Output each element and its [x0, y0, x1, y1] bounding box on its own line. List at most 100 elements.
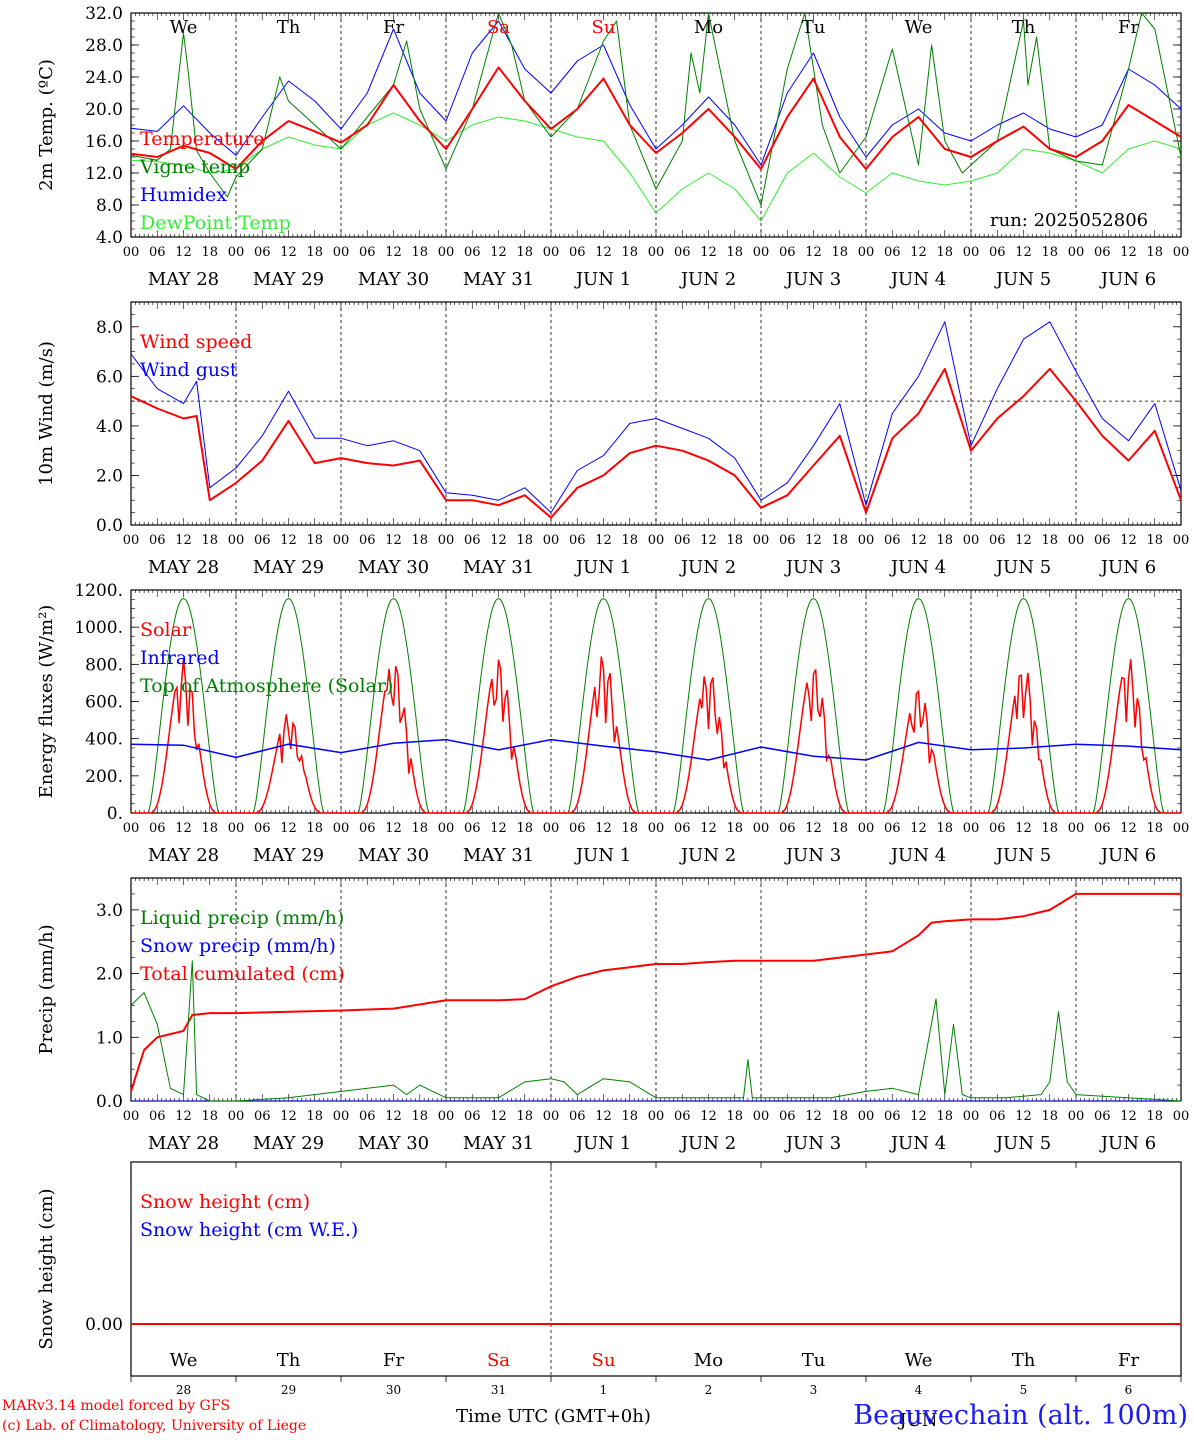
- hour-tick-label: 00: [753, 1109, 770, 1124]
- hour-tick-label: 12: [910, 533, 927, 548]
- date-label: JUN 1: [574, 845, 631, 866]
- hour-tick-label: 18: [411, 533, 428, 548]
- hour-tick-label: 18: [726, 821, 743, 836]
- hour-tick-label: 18: [726, 245, 743, 260]
- series-line-dewpoint-temp: [130, 112, 1182, 222]
- hour-tick-label: 00: [123, 245, 140, 260]
- hour-tick-label: 18: [306, 533, 323, 548]
- hour-tick-label: 00: [963, 821, 980, 836]
- day-of-week-label: Fr: [383, 17, 404, 38]
- date-label: MAY 29: [253, 557, 324, 578]
- hour-tick-label: 06: [359, 1109, 376, 1124]
- hour-tick-label: 00: [438, 1109, 455, 1124]
- legend-entry: DewPoint Temp: [140, 212, 291, 234]
- hour-tick-label: 18: [1146, 533, 1163, 548]
- date-label: MAY 28: [148, 269, 219, 290]
- hour-tick-label: 06: [359, 245, 376, 260]
- y-tick-label: 600.: [85, 693, 123, 713]
- hour-tick-label: 18: [306, 245, 323, 260]
- date-label: MAY 30: [358, 269, 429, 290]
- hour-tick-label: 00: [858, 533, 875, 548]
- hour-tick-label: 00: [543, 821, 560, 836]
- day-number-label: 3: [810, 1383, 818, 1397]
- hour-tick-label: 06: [674, 821, 691, 836]
- hour-tick-label: 18: [201, 245, 218, 260]
- hour-tick-label: 18: [726, 533, 743, 548]
- y-tick-label: 8.0: [96, 196, 123, 216]
- y-tick-label: 2.0: [96, 965, 123, 985]
- y-tick-label: 4.0: [96, 417, 123, 437]
- hour-tick-label: 00: [963, 245, 980, 260]
- hour-tick-label: 18: [516, 1109, 533, 1124]
- series-line-wind-speed: [130, 367, 1182, 519]
- date-label: MAY 30: [358, 1133, 429, 1154]
- hour-tick-label: 18: [936, 821, 953, 836]
- hour-tick-label: 12: [595, 821, 612, 836]
- hour-tick-label: 12: [805, 821, 822, 836]
- date-label: MAY 31: [463, 269, 534, 290]
- hour-tick-label: 06: [1094, 1109, 1111, 1124]
- hour-tick-label: 18: [306, 821, 323, 836]
- day-number-label: 4: [915, 1383, 923, 1397]
- series-line-vigne-temp: [130, 12, 1182, 206]
- day-of-week-label: Th: [1012, 17, 1036, 38]
- plot-frame: [130, 301, 1182, 526]
- date-label: JUN 2: [679, 557, 736, 578]
- series-line-liquid-precip-mm-h: [130, 960, 1182, 1102]
- date-label: JUN 5: [994, 1133, 1051, 1154]
- hour-tick-label: 06: [989, 821, 1006, 836]
- day-of-week-label: Th: [277, 1350, 301, 1371]
- date-label: JUN 1: [574, 1133, 631, 1154]
- hour-tick-label: 00: [123, 533, 140, 548]
- hour-tick-label: 18: [1146, 245, 1163, 260]
- day-of-week-label: Tu: [802, 1350, 826, 1371]
- hour-tick-label: 12: [1015, 821, 1032, 836]
- hour-tick-label: 18: [201, 533, 218, 548]
- day-of-week-label: Mo: [694, 17, 723, 38]
- date-label: JUN 5: [994, 269, 1051, 290]
- hour-tick-label: 12: [280, 245, 297, 260]
- plot-frame: [130, 589, 1182, 814]
- day-number-label: 2: [705, 1383, 713, 1397]
- hour-tick-label: 18: [201, 821, 218, 836]
- date-label: MAY 31: [463, 557, 534, 578]
- hour-tick-label: 12: [490, 821, 507, 836]
- hour-tick-label: 18: [306, 1109, 323, 1124]
- hour-tick-label: 12: [175, 245, 192, 260]
- day-of-week-label: Fr: [1118, 17, 1139, 38]
- date-label: JUN 5: [994, 845, 1051, 866]
- hour-tick-label: 06: [1094, 245, 1111, 260]
- hour-tick-label: 00: [543, 245, 560, 260]
- series-line-wind-gust: [130, 321, 1182, 514]
- hour-tick-label: 00: [1173, 821, 1190, 836]
- hour-tick-label: 06: [569, 245, 586, 260]
- day-number-label: 1: [600, 1383, 608, 1397]
- day-of-week-label: Sa: [487, 17, 510, 38]
- credit-line-2: (c) Lab. of Climatology, University of L…: [2, 1418, 307, 1434]
- hour-tick-label: 06: [149, 245, 166, 260]
- hour-tick-label: 00: [438, 821, 455, 836]
- hour-tick-label: 18: [201, 1109, 218, 1124]
- date-label: JUN 4: [889, 557, 946, 578]
- date-label: MAY 28: [148, 845, 219, 866]
- hour-tick-label: 12: [595, 1109, 612, 1124]
- hour-tick-label: 06: [1094, 821, 1111, 836]
- hour-tick-label: 00: [648, 1109, 665, 1124]
- series-line-temperature: [130, 66, 1182, 170]
- y-tick-label: 20.0: [85, 100, 123, 120]
- day-number-label: 31: [491, 1383, 506, 1397]
- legend-entry: Snow height (cm W.E.): [140, 1219, 358, 1241]
- day-of-week-label: Th: [277, 17, 301, 38]
- hour-tick-label: 06: [359, 533, 376, 548]
- hour-tick-label: 18: [516, 245, 533, 260]
- date-label: JUN 6: [1099, 557, 1156, 578]
- hour-tick-label: 00: [228, 1109, 245, 1124]
- hour-tick-label: 12: [175, 821, 192, 836]
- hour-tick-label: 00: [228, 821, 245, 836]
- series-line-solar: [131, 656, 1181, 814]
- hour-tick-label: 06: [1094, 533, 1111, 548]
- y-tick-label: 1200.: [74, 581, 123, 601]
- hour-tick-label: 12: [490, 533, 507, 548]
- date-label: JUN 3: [784, 557, 841, 578]
